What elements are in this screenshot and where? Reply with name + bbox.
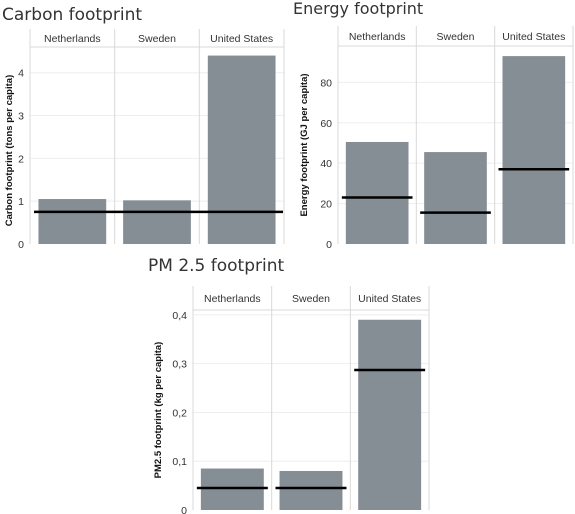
carbon-bar: [207, 55, 276, 244]
energy-y-tick-label: 40: [320, 158, 332, 170]
carbon-y-tick-label: 1: [18, 196, 24, 208]
pm25-bar: [279, 470, 343, 510]
energy-chart: Energy footprint Netherlands Sweden United …: [293, 0, 574, 251]
pm25-y-tick-label: 0,1: [172, 456, 187, 468]
carbon-category-label: Sweden: [138, 33, 176, 45]
carbon-chart: Carbon footprint Netherlands Sweden United …: [2, 5, 285, 251]
carbon-y-tick-label: 0: [18, 239, 24, 251]
energy-bar: [345, 141, 409, 244]
energy-bar: [502, 56, 566, 245]
energy-y-axis-label: Energy footprint (GJ per capita): [299, 73, 310, 216]
pm25-y-axis-label: PM2.5 footprint (kg per capita): [153, 342, 164, 479]
energy-y-tick-label: 20: [320, 199, 332, 211]
pm25-chart-title: PM 2.5 footprint: [148, 256, 284, 276]
pm25-chart: PM 2.5 footprint Netherlands Sweden United …: [148, 256, 430, 514]
pm25-y-tick-label: 0,2: [172, 407, 187, 419]
energy-y-tick-label: 0: [326, 239, 332, 251]
energy-bar: [424, 152, 487, 244]
energy-category-label: United States: [502, 31, 565, 43]
carbon-category-label: United States: [210, 33, 273, 45]
carbon-bar: [38, 199, 107, 244]
pm25-y-tick-label: 0,3: [172, 359, 187, 371]
pm25-category-label: Netherlands: [204, 293, 261, 305]
energy-category-label: Netherlands: [349, 31, 406, 43]
carbon-y-tick-label: 2: [18, 153, 24, 165]
pm25-y-tick-label: 0,4: [172, 310, 187, 322]
energy-y-tick-label: 60: [320, 118, 332, 130]
pm25-bar: [358, 319, 422, 510]
pm25-y-tick-label: 0: [181, 505, 187, 514]
carbon-bar: [123, 200, 191, 244]
carbon-category-label: Netherlands: [44, 33, 101, 45]
carbon-y-tick-label: 3: [18, 111, 24, 123]
energy-chart-title: Energy footprint: [293, 0, 423, 18]
carbon-y-tick-label: 4: [18, 68, 24, 80]
pm25-category-label: Sweden: [292, 293, 330, 305]
carbon-y-axis-label: Carbon footprint (tons per capita): [4, 75, 15, 226]
pm25-category-label: United States: [358, 293, 421, 305]
energy-y-tick-label: 80: [320, 77, 332, 89]
energy-category-label: Sweden: [437, 31, 475, 43]
carbon-chart-title: Carbon footprint: [2, 5, 142, 25]
